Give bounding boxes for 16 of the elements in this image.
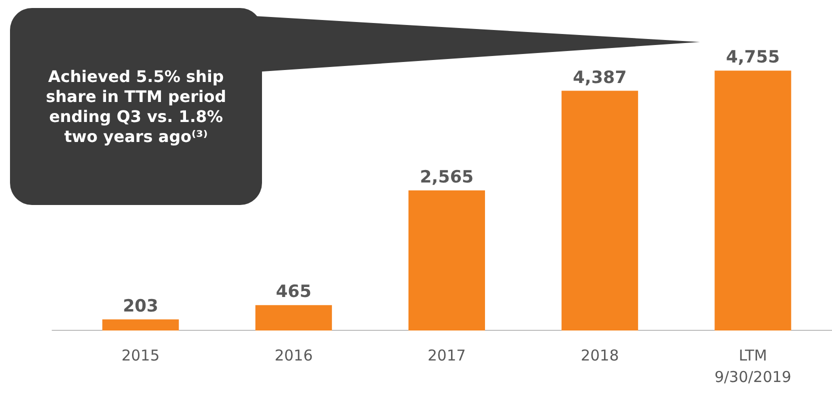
data-label: 465 xyxy=(276,282,312,302)
data-label: 4,387 xyxy=(572,68,627,88)
x-tick-label: LTM 9/30/2019 xyxy=(714,346,792,386)
bar xyxy=(255,305,332,330)
x-tick-label: 2018 xyxy=(580,346,619,364)
data-label: 2,565 xyxy=(420,167,474,188)
data-label: 203 xyxy=(122,296,158,316)
picture-callout-box: Achieved 5.5% ship share in TTM period ending Q3 vs. 1.8% two years ago⁽³⁾ xyxy=(10,8,262,205)
x-tick-label: 2016 xyxy=(274,346,313,364)
x-tick-label: 2015 xyxy=(121,346,160,364)
data-label: 4,755 xyxy=(726,48,780,68)
bar xyxy=(562,90,638,330)
bar xyxy=(102,319,179,330)
bar xyxy=(714,70,792,330)
x-tick-label: 2017 xyxy=(428,346,466,364)
bar xyxy=(408,190,486,330)
